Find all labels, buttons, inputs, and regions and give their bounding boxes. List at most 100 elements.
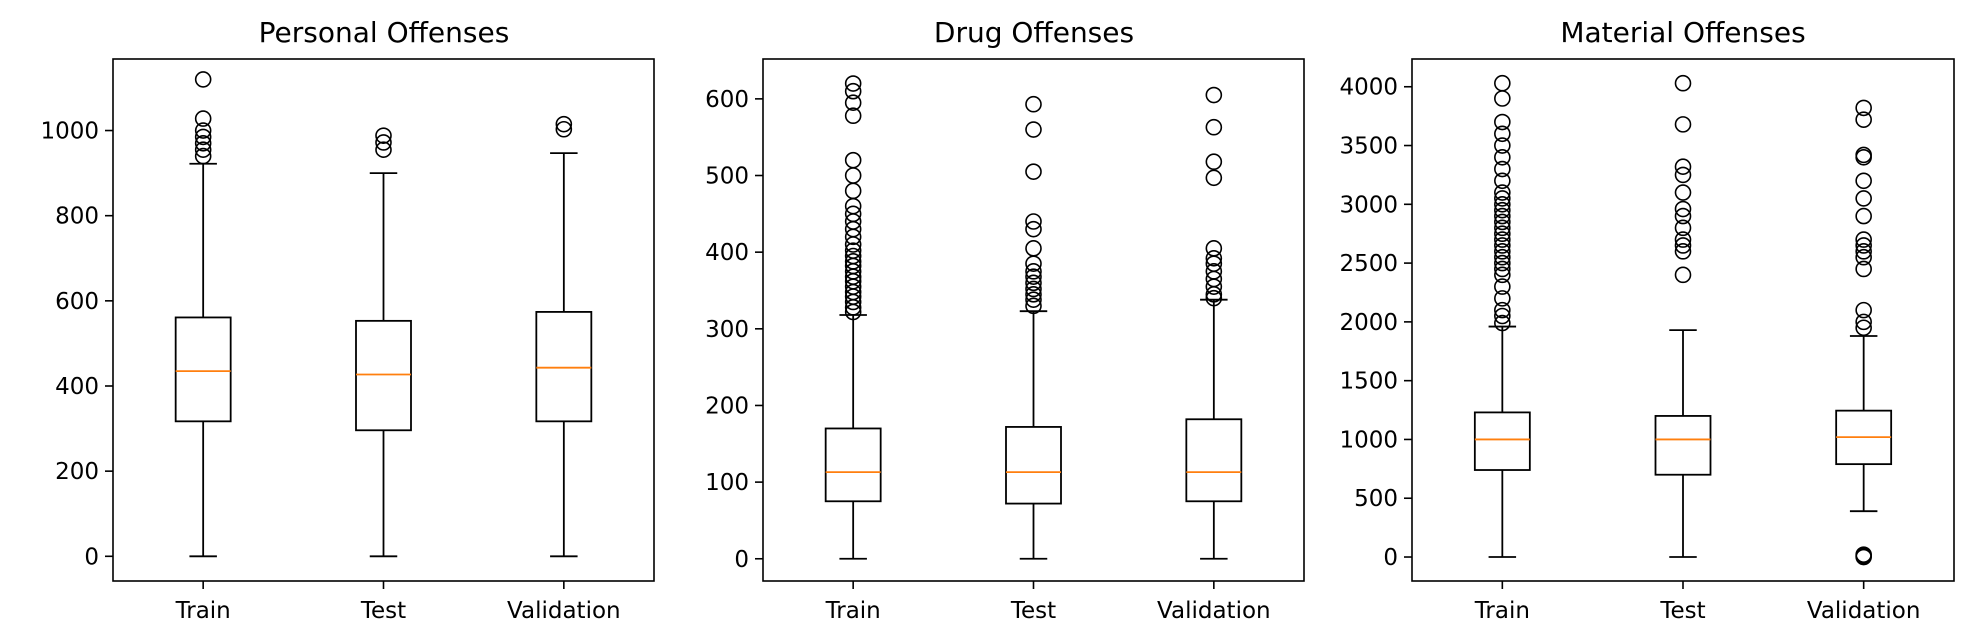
material-offenses-ytick-label-4: 2000 (1339, 310, 1398, 336)
personal-offenses-train-outlier-6 (194, 71, 212, 88)
drug-offenses-test-outlier-0 (1025, 297, 1042, 315)
material-offenses-train-outlier-10 (1494, 237, 1511, 254)
material-offenses-validation-outlier-15 (1855, 146, 1872, 164)
material-offenses-train-outlier-23 (1494, 137, 1511, 154)
material-offenses-panel: Material Offenses 0 500 1000 1500 2000 2500 30… (1339, 16, 1955, 624)
drug-offenses-test-outlier-2 (1025, 286, 1042, 303)
drug-offenses-panel: Drug Offenses 0 100 200 300 400 500 600 Train Te… (705, 16, 1305, 624)
drug-offenses-validation-outlier-6 (1205, 249, 1223, 267)
material-offenses-ytick-label-8: 4000 (1339, 75, 1398, 101)
material-offenses-train-outlier-6 (1494, 260, 1511, 278)
drug-offenses-test-outlier-3 (1025, 280, 1042, 298)
drug-offenses-test-outlier-9 (1025, 220, 1042, 238)
material-offenses-validation-outlier-16 (1855, 111, 1872, 128)
material-offenses-train-outlier-27 (1494, 74, 1511, 92)
personal-offenses-train-outlier-4 (194, 122, 212, 139)
material-offenses-train-outlier-25 (1494, 113, 1511, 131)
material-offenses-test-outlier-10 (1674, 116, 1692, 133)
material-offenses-validation-outlier-4 (1855, 313, 1872, 331)
drug-offenses-train-outlier-17 (844, 205, 862, 223)
material-offenses-ytick-label-0: 0 (1383, 545, 1398, 571)
material-offenses-train-outlier-9 (1494, 243, 1511, 260)
material-offenses-train-outlier-11 (1494, 231, 1511, 248)
drug-offenses-test-outlier-10 (1025, 213, 1042, 230)
personal-offenses-train-outlier-0 (194, 147, 212, 165)
material-offenses-test-outlier-11 (1674, 74, 1692, 92)
personal-offenses-train-outlier-3 (194, 128, 212, 146)
drug-offenses-xtick-label-train: Train (825, 598, 881, 624)
material-offenses-train-outlier-15 (1494, 207, 1511, 225)
personal-offenses-xtick-label-train: Train (175, 598, 231, 624)
material-offenses-test-outlier-8 (1674, 166, 1692, 184)
personal-offenses-xtick-label-test: Test (360, 598, 406, 624)
material-offenses-train-outlier-1 (1494, 307, 1511, 325)
personal-offenses-ytick-label-4: 800 (55, 204, 99, 230)
drug-offenses-train-outlier-11 (844, 247, 862, 265)
drug-offenses-train-outlier-10 (844, 253, 862, 270)
material-offenses-test-outlier-6 (1674, 200, 1692, 218)
drug-offenses-ytick-label-2: 200 (705, 393, 749, 419)
material-offenses-validation-outlier-6 (1855, 260, 1872, 278)
drug-offenses-ytick-label-5: 500 (705, 164, 749, 190)
material-offenses-test-outlier-1 (1674, 243, 1692, 260)
personal-offenses-title: Personal Offenses (259, 16, 510, 49)
personal-offenses-axes-frame (112, 58, 655, 582)
personal-offenses-xtick-label-validation: Validation (507, 598, 621, 624)
personal-offenses-train-box (174, 316, 232, 423)
material-offenses-xtick-label-validation: Validation (1807, 598, 1921, 624)
material-offenses-validation-outlier-7 (1855, 248, 1872, 266)
drug-offenses-ytick-label-3: 300 (705, 317, 749, 343)
drug-offenses-train-outlier-25 (844, 75, 862, 92)
drug-offenses-validation-outlier-11 (1205, 86, 1223, 104)
drug-offenses-ytick-label-0: 0 (734, 547, 749, 573)
personal-offenses-test-outlier-0 (375, 141, 392, 158)
material-offenses-title: Material Offenses (1560, 16, 1805, 49)
drug-offenses-validation-outlier-9 (1205, 153, 1223, 171)
material-offenses-train-outlier-14 (1494, 213, 1511, 231)
material-offenses-test-outlier-3 (1674, 231, 1692, 248)
material-offenses-test-outlier-5 (1674, 207, 1692, 225)
material-offenses-ytick-label-7: 3500 (1339, 134, 1398, 160)
material-offenses-validation-outlier-12 (1855, 190, 1872, 207)
drug-offenses-validation-outlier-4 (1205, 263, 1223, 280)
personal-offenses-train-outlier-2 (194, 135, 212, 152)
material-offenses-train-outlier-0 (1494, 314, 1511, 332)
drug-offenses-train-box (824, 427, 882, 503)
drug-offenses-validation-outlier-7 (1205, 240, 1223, 257)
material-offenses-train-outlier-12 (1494, 225, 1511, 243)
drug-offenses-test-outlier-1 (1025, 291, 1042, 308)
material-offenses-train-outlier-21 (1494, 160, 1511, 178)
drug-offenses-xtick-label-test: Test (1010, 598, 1056, 624)
drug-offenses-test-box (1005, 426, 1062, 505)
personal-offenses-ytick-label-3: 600 (55, 289, 99, 315)
material-offenses-test-box (1654, 415, 1712, 476)
personal-offenses-validation-outlier-1 (555, 115, 573, 133)
drug-offenses-test-outlier-13 (1025, 95, 1042, 113)
material-offenses-train-outlier-2 (1494, 301, 1511, 319)
material-offenses-validation-outlier-5 (1855, 301, 1872, 319)
material-offenses-train-outlier-18 (1494, 190, 1511, 207)
drug-offenses-train-outlier-12 (844, 242, 862, 259)
material-offenses-train-outlier-24 (1494, 125, 1511, 143)
material-offenses-train-outlier-13 (1494, 219, 1511, 237)
material-offenses-train-outlier-7 (1494, 254, 1511, 272)
drug-offenses-ytick-label-1: 100 (705, 470, 749, 496)
material-offenses-xtick-label-train: Train (1474, 598, 1530, 624)
drug-offenses-validation-outlier-0 (1205, 289, 1223, 307)
drug-offenses-ytick-label-4: 400 (705, 240, 749, 266)
material-offenses-test-outlier-4 (1674, 219, 1692, 237)
material-offenses-ytick-label-6: 3000 (1339, 192, 1398, 218)
material-offenses-train-outlier-3 (1494, 290, 1511, 307)
material-offenses-plot: 0 500 1000 1500 2000 2500 3000 3500 4000 Train Tes… (1339, 75, 1920, 624)
material-offenses-train-outlier-16 (1494, 201, 1511, 219)
material-offenses-test-outlier-0 (1674, 266, 1692, 284)
material-offenses-validation-outlier-8 (1855, 243, 1872, 260)
personal-offenses-validation-box (535, 311, 593, 423)
material-offenses-xtick-label-test: Test (1659, 598, 1705, 624)
personal-offenses-plot: 0 200 400 600 800 1000 Train Test Validation (40, 71, 621, 624)
material-offenses-ytick-label-1: 500 (1354, 486, 1398, 512)
personal-offenses-validation-outlier-0 (555, 120, 573, 138)
drug-offenses-train-outlier-21 (844, 151, 862, 169)
personal-offenses-test-outlier-1 (375, 134, 392, 151)
